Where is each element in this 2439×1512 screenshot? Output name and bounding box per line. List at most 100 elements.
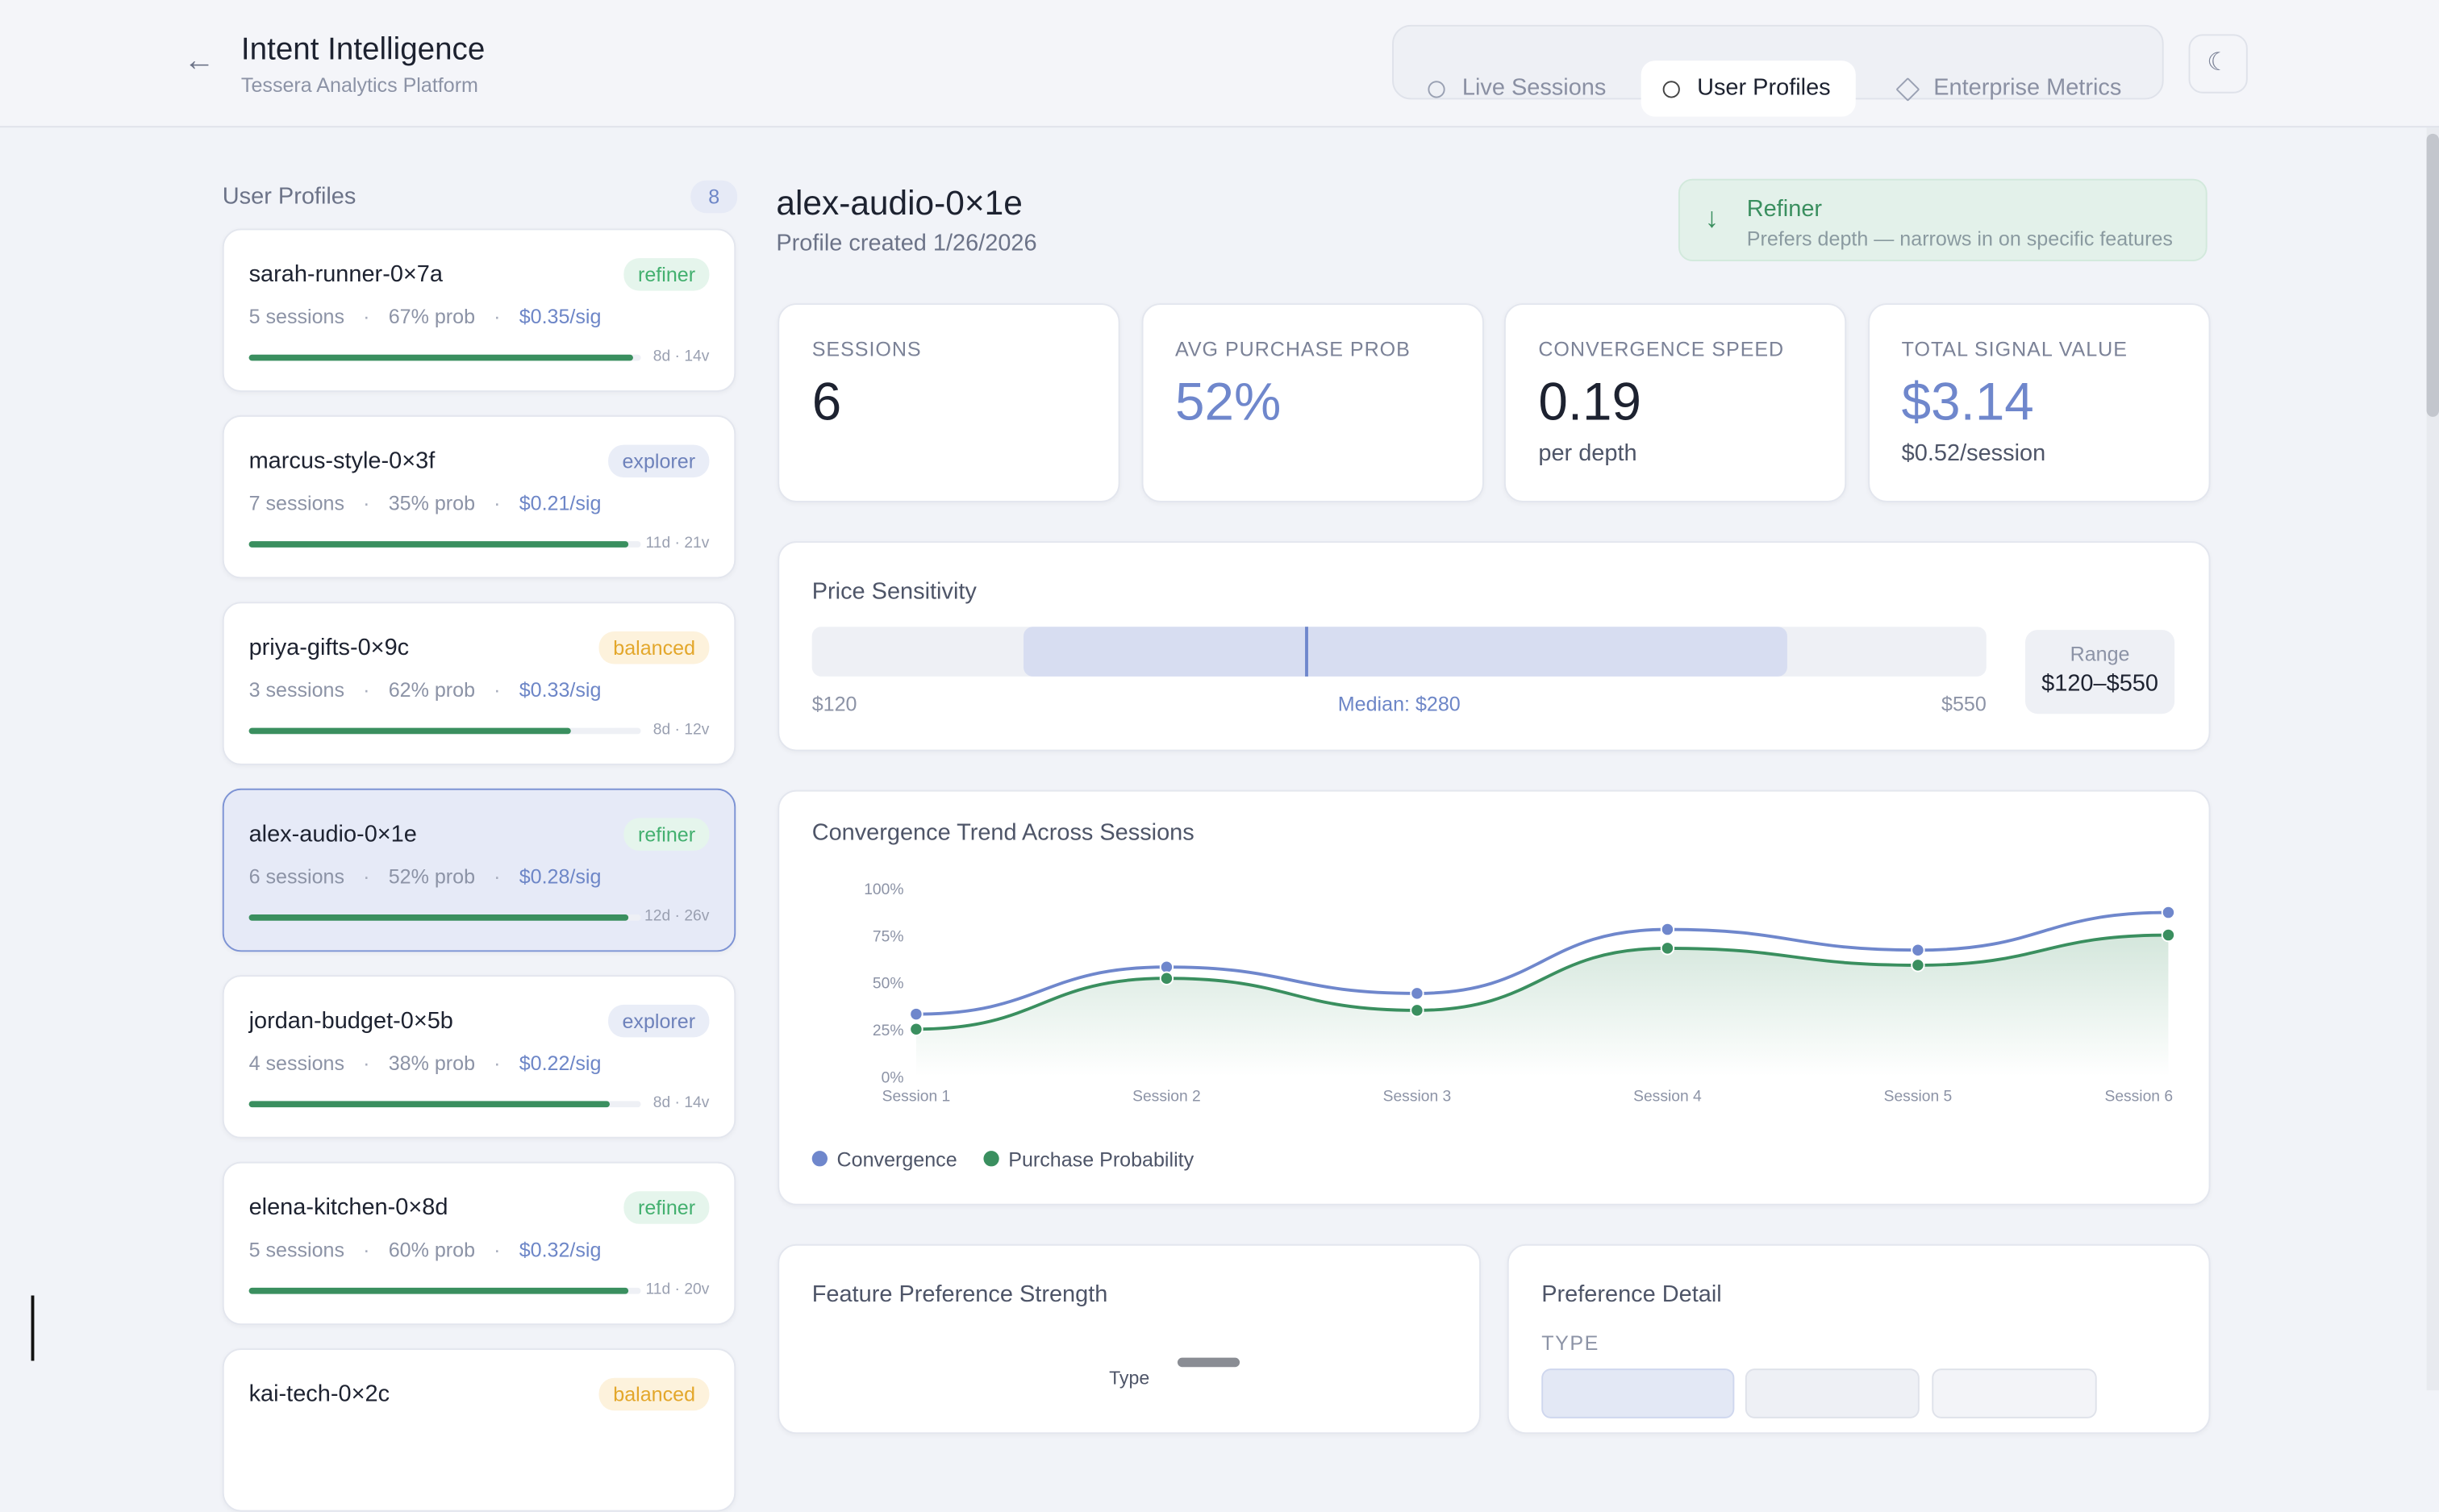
detail-card: Preference Detail TYPE: [1507, 1243, 2211, 1435]
sidebar-title: User Profiles: [222, 183, 356, 210]
legend-swatch: [811, 1151, 828, 1167]
scrollbar: [2426, 127, 2439, 1391]
chip[interactable]: [1932, 1368, 2097, 1418]
chip[interactable]: [1745, 1368, 1920, 1418]
meta-prob: 62% prob: [344, 678, 475, 702]
progress-track: [248, 1287, 641, 1294]
stat-sub: per depth: [1538, 439, 1637, 467]
y-tick-label: 50%: [873, 976, 904, 993]
meta-prob: 35% prob: [344, 491, 475, 514]
price-band: [1023, 627, 1787, 677]
legend-label: Convergence: [837, 1148, 957, 1171]
theme-toggle[interactable]: ☾: [2188, 34, 2248, 94]
range-value: $120–$550: [2041, 670, 2158, 697]
range-label: Range: [2070, 642, 2130, 666]
badge-title: Refiner: [1746, 195, 1823, 223]
page: ← Intent Intelligence Tessera Analytics …: [0, 24, 2439, 1512]
progress-track: [248, 727, 641, 735]
stat-card: TOTAL SIGNAL VALUE $3.14 $0.52/session: [1867, 303, 2210, 502]
profile-age: 8d · 14v: [652, 348, 710, 366]
tab-label: User Profiles: [1697, 74, 1831, 102]
meta-sessions: 5 sessions: [248, 1238, 345, 1262]
profile-tag: explorer: [608, 1004, 710, 1038]
tab-label: Live Sessions: [1461, 74, 1607, 102]
x-tick-label: Session 4: [1633, 1088, 1702, 1105]
profile-meta: 7 sessions35% prob$0.21/sig: [249, 491, 602, 514]
legend-swatch: [983, 1151, 999, 1167]
meta-sessions: 6 sessions: [248, 864, 345, 889]
area: [915, 935, 2169, 1077]
profile-tag: balanced: [598, 631, 710, 664]
count-badge: 8: [690, 180, 738, 214]
profile-age: 8d · 12v: [652, 721, 710, 739]
profile-card[interactable]: priya-gifts-0×9c balanced 3 sessions62% pr…: [222, 602, 736, 765]
tab-bar: Live Sessions User Profiles Enterprise M…: [1392, 24, 2164, 117]
profile-card[interactable]: sarah-runner-0×7a refiner 5 sessions67% pr…: [222, 228, 736, 392]
progress-fill: [248, 354, 633, 361]
chip[interactable]: [1541, 1368, 1735, 1418]
point: [1660, 922, 1675, 937]
profile-age: 12d · 26v: [644, 908, 710, 926]
profile-name: priya-gifts-0×9c: [248, 634, 410, 661]
tab[interactable]: Enterprise Metrics: [1878, 60, 2146, 116]
stat-value: $3.14: [1901, 373, 2034, 433]
profile-tag: refiner: [623, 258, 710, 291]
badge-text: Prefers depth — narrows in on specific f…: [1746, 227, 2173, 251]
profile-tag: balanced: [598, 1377, 710, 1411]
profile-name: alex-audio-0×1e: [248, 821, 417, 848]
meta-sessions: 4 sessions: [248, 1051, 345, 1075]
meta-sessions: 7 sessions: [248, 491, 345, 515]
progress-track: [248, 541, 641, 548]
profile-name: elena-kitchen-0×8d: [248, 1194, 448, 1221]
profile-meta: 5 sessions60% prob$0.32/sig: [249, 1238, 602, 1261]
range-box: Range $120–$550: [2024, 630, 2175, 714]
stat-value: 0.19: [1538, 373, 1642, 433]
stat-card: CONVERGENCE SPEED 0.19 per depth: [1503, 303, 1847, 502]
x-tick-label: Session 2: [1132, 1088, 1201, 1105]
progress-fill: [248, 541, 629, 548]
x-tick-label: Session 1: [882, 1088, 951, 1105]
card-title: Price Sensitivity: [811, 578, 977, 606]
tab-active[interactable]: User Profiles: [1641, 60, 1856, 117]
profile-age: 8d · 14v: [652, 1094, 710, 1112]
progress-track: [248, 354, 641, 361]
app-title: Intent Intelligence: [240, 32, 486, 67]
point: [2161, 905, 2176, 920]
progress-fill: [248, 914, 629, 921]
back-button[interactable]: ←: [183, 43, 215, 78]
app-subtitle: Tessera Analytics Platform: [240, 73, 478, 97]
text-cursor: [31, 1295, 35, 1361]
meta-prob: 67% prob: [344, 305, 475, 328]
profile-card[interactable]: jordan-budget-0×5b explorer 4 sessions38% …: [222, 975, 736, 1139]
profile-tag: explorer: [608, 444, 710, 478]
price-min: $120: [811, 692, 857, 716]
profile-card[interactable]: elena-kitchen-0×8d refiner 5 sessions60% p…: [222, 1161, 736, 1326]
meta-sessions: 5 sessions: [248, 304, 345, 328]
meta-signal: $0.21/sig: [475, 491, 601, 514]
profile-card[interactable]: alex-audio-0×1e refiner 6 sessions52% prob…: [222, 788, 736, 952]
progress-fill: [248, 1287, 629, 1294]
profile-title: alex-audio-0×1e: [776, 183, 1023, 223]
meta-prob: 38% prob: [344, 1052, 475, 1075]
section-label: TYPE: [1541, 1331, 1599, 1355]
point: [909, 1006, 923, 1022]
stat-value: 52%: [1175, 373, 1282, 433]
stat-value: 6: [811, 373, 842, 433]
stat-label: SESSIONS: [811, 337, 922, 361]
stat-card: SESSIONS 6: [778, 303, 1120, 502]
profile-age: 11d · 21v: [645, 535, 710, 552]
point: [909, 1022, 923, 1036]
profile-name: sarah-runner-0×7a: [248, 260, 444, 288]
profile-card[interactable]: marcus-style-0×3f explorer 7 sessions35% p…: [222, 414, 736, 579]
profile-tag: refiner: [623, 1191, 710, 1224]
profile-meta: 3 sessions62% prob$0.33/sig: [249, 678, 602, 702]
point: [1660, 941, 1675, 956]
stat-label: TOTAL SIGNAL VALUE: [1901, 337, 2128, 361]
progress-fill: [248, 727, 571, 735]
tab[interactable]: Live Sessions: [1406, 60, 1631, 116]
profile-card[interactable]: kai-tech-0×2c balanced: [222, 1348, 736, 1512]
meta-sessions: 3 sessions: [248, 677, 345, 702]
meta-signal: $0.32/sig: [475, 1238, 601, 1261]
card-title: Preference Detail: [1541, 1281, 1722, 1308]
x-tick-label: Session 6: [2104, 1088, 2173, 1105]
